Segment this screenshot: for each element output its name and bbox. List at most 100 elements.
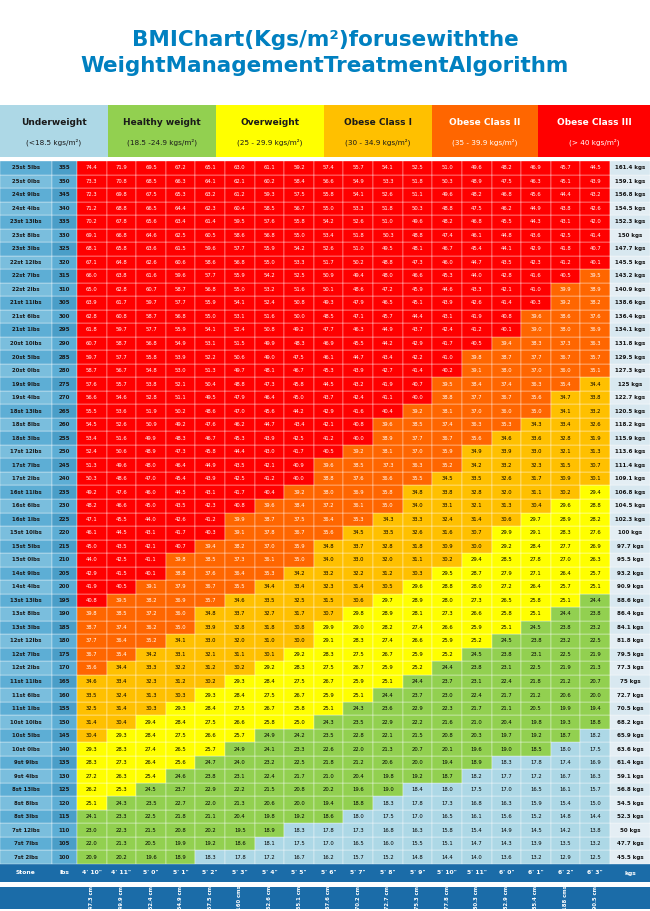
Bar [136,688,166,701]
Bar [166,810,196,824]
Bar [77,620,107,634]
Text: 162.6 cms: 162.6 cms [267,883,272,911]
Bar [107,567,136,580]
Text: 22st 12lbs: 22st 12lbs [10,260,42,265]
Text: 42.9: 42.9 [86,571,97,576]
Text: 54.2: 54.2 [264,273,276,279]
Text: 53.1: 53.1 [205,341,216,346]
Text: 5' 11": 5' 11" [467,871,487,875]
Bar [551,282,580,296]
Text: 30.1: 30.1 [590,476,601,481]
Text: 48.3: 48.3 [293,341,305,346]
Bar [136,418,166,432]
Bar [0,296,52,310]
Text: 46.9: 46.9 [323,341,335,346]
Bar [136,229,166,242]
Bar [0,0,650,105]
Bar [255,810,284,824]
Bar [77,242,107,256]
Bar [462,161,491,175]
Text: 170: 170 [58,665,70,670]
Bar [491,377,521,391]
Text: 67.5: 67.5 [145,192,157,198]
Bar [343,432,373,445]
Bar [551,701,580,715]
Text: 30.0: 30.0 [471,544,482,548]
Bar [225,675,255,688]
Text: 26.5: 26.5 [175,747,187,752]
Text: 29.4: 29.4 [590,490,601,495]
Text: 15.9: 15.9 [530,801,542,805]
Bar [225,161,255,175]
Bar [610,432,650,445]
Text: 47.2: 47.2 [382,287,394,292]
Text: 48.0: 48.0 [382,273,394,279]
Bar [107,445,136,458]
Text: 24.1: 24.1 [264,747,276,752]
Text: 35.5: 35.5 [411,476,423,481]
Bar [52,580,77,594]
Text: 39.5: 39.5 [116,598,127,603]
Text: 39.6: 39.6 [264,503,276,508]
Text: 31.3: 31.3 [500,503,512,508]
Text: 15.1: 15.1 [441,841,453,846]
Text: 270: 270 [58,395,70,400]
Text: 25.2: 25.2 [441,652,453,657]
Text: 16.3: 16.3 [411,828,423,833]
Text: 20.6: 20.6 [382,760,394,765]
Bar [373,634,403,648]
Bar [521,607,551,620]
Bar [136,661,166,675]
Text: 13st 8lbs: 13st 8lbs [12,611,40,617]
Text: 57.7: 57.7 [116,354,127,360]
Bar [343,296,373,310]
Bar [255,851,284,864]
Text: 31.4: 31.4 [352,584,364,589]
Bar [166,350,196,363]
Text: 29.3: 29.3 [86,747,97,752]
Text: 37.4: 37.4 [441,422,453,427]
Text: 31.1: 31.1 [411,558,423,562]
Text: 47.6: 47.6 [204,422,216,427]
Text: 28.3: 28.3 [323,652,335,657]
Bar [403,783,432,796]
Bar [580,526,610,539]
Text: 29.1: 29.1 [530,530,542,536]
Bar [462,810,491,824]
Text: 47.3: 47.3 [264,382,276,386]
Text: 4' 11": 4' 11" [111,871,131,875]
Bar [284,715,314,729]
Bar [225,282,255,296]
Text: 31.8: 31.8 [411,544,423,548]
Text: 68.2 kgs: 68.2 kgs [617,720,644,724]
Text: 14.8: 14.8 [411,855,423,860]
Bar [521,756,551,770]
Text: 29.9: 29.9 [500,530,512,536]
Text: 165.1 cms: 165.1 cms [296,883,302,911]
Text: 40.8: 40.8 [234,503,246,508]
Text: 21.5: 21.5 [264,787,276,793]
Bar [136,796,166,810]
Bar [343,553,373,567]
Bar [343,810,373,824]
Text: 29.2: 29.2 [293,652,305,657]
Bar [491,418,521,432]
Bar [136,242,166,256]
Text: 20.0: 20.0 [590,692,601,698]
Text: 56.7: 56.7 [116,368,127,373]
Text: 44.6: 44.6 [441,287,453,292]
Text: 57.4: 57.4 [323,165,335,170]
Bar [580,323,610,337]
Bar [403,607,432,620]
Text: 27.5: 27.5 [323,665,335,670]
Text: 30.2: 30.2 [205,679,216,684]
Text: 24.4: 24.4 [411,679,423,684]
Text: 20.1: 20.1 [441,747,453,752]
Bar [52,770,77,783]
Text: 17.5: 17.5 [471,787,482,793]
Bar [432,188,462,201]
Bar [255,661,284,675]
Bar [610,513,650,526]
Bar [196,837,225,851]
Text: 32.1: 32.1 [205,652,216,657]
